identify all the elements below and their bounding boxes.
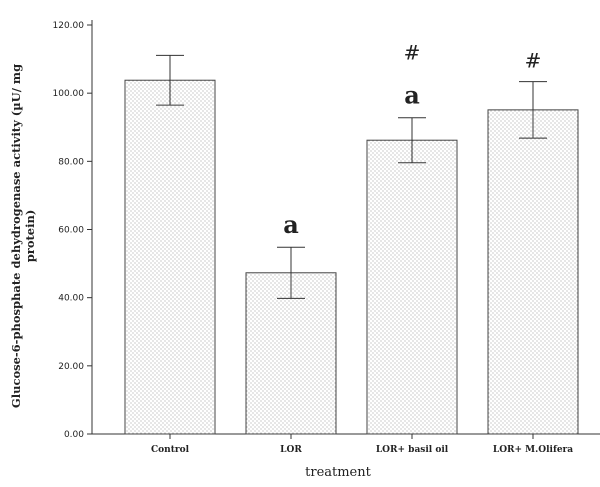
bar bbox=[487, 109, 579, 435]
bar bbox=[366, 139, 458, 435]
y-tick-label: 80.00 bbox=[58, 157, 84, 167]
x-tick-label: Control bbox=[151, 445, 190, 455]
y-tick-label: 120.00 bbox=[53, 21, 85, 31]
y-tick-label: 0.00 bbox=[64, 430, 84, 440]
annotation-letter: a bbox=[283, 210, 299, 239]
annotation-hash: # bbox=[404, 41, 421, 65]
bar bbox=[124, 79, 216, 435]
bar bbox=[245, 272, 337, 435]
y-tick-label: 60.00 bbox=[58, 226, 84, 236]
y-axis-title: Glucose-6-phosphate dehydrogenase activi… bbox=[9, 64, 37, 408]
annotation-hash: # bbox=[525, 49, 542, 73]
y-tick-label: 100.00 bbox=[53, 89, 85, 99]
x-tick-label: LOR+ basil oil bbox=[376, 445, 449, 455]
x-tick-label: LOR+ M.Olifera bbox=[493, 445, 573, 455]
y-tick-label: 40.00 bbox=[58, 294, 84, 304]
y-axis-title-line-1: Glucose-6-phosphate dehydrogenase activi… bbox=[9, 64, 23, 408]
x-tick-label: LOR bbox=[280, 445, 302, 455]
y-tick-label: 20.00 bbox=[58, 362, 84, 372]
annotation-letter: a bbox=[404, 81, 420, 110]
plot-area: 0.00 20.00 40.00 60.00 80.00 100.00 120.00 Cont… bbox=[53, 20, 600, 455]
y-axis-title-line-2: protein) bbox=[23, 210, 37, 263]
x-axis-title: treatment bbox=[305, 465, 371, 480]
